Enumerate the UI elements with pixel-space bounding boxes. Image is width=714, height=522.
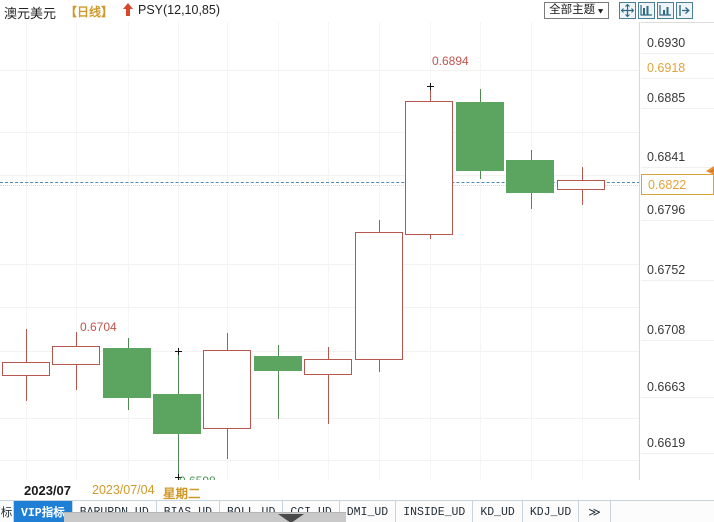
chart-toolbar: [619, 2, 693, 19]
grid-line-horizontal: [0, 460, 639, 461]
tab-more-button[interactable]: ≫: [579, 501, 611, 522]
candle-wick: [278, 345, 279, 419]
tab-dmi-ud[interactable]: DMI_UD: [339, 501, 397, 522]
price-marker-arrow-icon: [697, 164, 714, 176]
symbol-name: 澳元美元: [4, 6, 57, 21]
price-axis-divider: [641, 167, 714, 168]
current-price-reference-line: [0, 182, 639, 183]
local-high-price-label: 0.6704: [80, 320, 117, 334]
price-axis-label: 0.6663: [647, 380, 686, 394]
tab-kdj-ud[interactable]: KDJ_UD: [522, 501, 580, 522]
low-price-marker-icon: [175, 470, 182, 480]
indicator-label: PSY(12,10,85): [138, 3, 220, 17]
horizontal-scrollbar[interactable]: [64, 512, 346, 522]
price-axis-label: 0.6885: [647, 91, 686, 105]
grid-line-vertical: [227, 22, 228, 480]
crosshair-icon[interactable]: [619, 2, 636, 19]
grid-line-horizontal: [0, 418, 639, 419]
grid-line-vertical: [480, 22, 481, 480]
price-axis-label: 0.6930: [647, 36, 686, 50]
high-price-marker-icon: [427, 79, 434, 90]
theme-select-value: 全部主题: [549, 4, 596, 17]
grid-line-vertical: [328, 22, 329, 480]
theme-select[interactable]: 全部主题 ▼: [544, 2, 609, 19]
reference-line-shadow: [0, 185, 639, 186]
price-axis-divider: [641, 108, 714, 109]
candle-body[interactable]: [153, 394, 201, 434]
candle-body[interactable]: [456, 102, 504, 171]
candlestick-plot[interactable]: 0.6894 0.6704 0.6598: [0, 22, 640, 480]
price-axis-label: 0.6918: [647, 61, 686, 75]
grid-line-vertical: [76, 22, 77, 480]
grid-line-vertical: [582, 22, 583, 480]
tab-partial-left[interactable]: 标: [0, 501, 14, 522]
grid-line-horizontal: [0, 351, 639, 352]
tab-inside-ud[interactable]: INSIDE_UD: [396, 501, 474, 522]
price-axis-label: 0.6841: [647, 150, 686, 164]
price-axis-divider: [641, 397, 714, 398]
candle-body[interactable]: [2, 362, 50, 376]
grid-line-horizontal: [0, 132, 639, 133]
tab-bar-filler: [610, 501, 714, 522]
low-price-label: 0.6598: [179, 474, 216, 480]
local-high-marker-icon: [175, 344, 182, 355]
chart-right-align-icon[interactable]: [657, 2, 674, 19]
price-axis-divider: [641, 53, 714, 54]
candle-wick: [328, 347, 329, 424]
candle-body[interactable]: [506, 160, 554, 193]
price-axis-label: 0.6619: [647, 436, 686, 450]
scrollbar-thumb[interactable]: [278, 514, 304, 522]
candle-body[interactable]: [52, 346, 100, 365]
axis-month-label: 2023/07: [24, 483, 71, 498]
grid-line-vertical: [128, 22, 129, 480]
grid-line-vertical: [178, 22, 179, 480]
chart-left-align-icon[interactable]: [638, 2, 655, 19]
current-price-box[interactable]: 0.6822: [641, 174, 714, 195]
high-price-label: 0.6894: [432, 54, 469, 68]
chevron-down-icon: ▼: [596, 6, 605, 15]
candle-body[interactable]: [203, 350, 251, 429]
tab-kd-ud[interactable]: KD_UD: [473, 501, 523, 522]
grid-line-vertical: [26, 22, 27, 480]
grid-line-vertical: [278, 22, 279, 480]
selected-weekday-label: 星期二: [163, 487, 201, 501]
selected-date-label: 2023/07/04: [92, 483, 155, 497]
grid-line-horizontal: [0, 70, 639, 71]
price-axis-divider: [641, 280, 714, 281]
price-axis-divider: [641, 453, 714, 454]
grid-line-vertical: [531, 22, 532, 480]
up-arrow-icon: [121, 2, 135, 17]
candle-body[interactable]: [254, 356, 302, 371]
grid-line-horizontal: [0, 175, 639, 176]
period-label: 【日线】: [65, 5, 114, 19]
grid-line-horizontal: [0, 264, 639, 265]
grid-line-vertical: [430, 22, 431, 480]
date-axis: 2023/07 2023/07/04 星期二: [0, 480, 714, 501]
price-axis-divider: [641, 340, 714, 341]
axis-top-divider: [641, 22, 714, 23]
candle-body[interactable]: [405, 101, 453, 235]
candle-body[interactable]: [103, 348, 151, 398]
price-axis[interactable]: 0.6930 0.6918 0.6885 0.6841 0.6796 0.6752 0.67…: [641, 22, 714, 480]
tab-vip[interactable]: VIP指标: [14, 501, 73, 522]
price-axis-label: 0.6708: [647, 323, 686, 337]
candle-body[interactable]: [557, 180, 605, 190]
candle-body[interactable]: [355, 232, 403, 360]
price-axis-label: 0.6796: [647, 203, 686, 217]
price-axis-divider: [641, 220, 714, 221]
chart-header: 澳元美元 【日线】 PSY(12,10,85) 全部主题 ▼: [0, 0, 714, 22]
price-axis-label: 0.6752: [647, 263, 686, 277]
chart-expand-right-icon[interactable]: [676, 2, 693, 19]
grid-line-horizontal: [0, 307, 639, 308]
candle-body[interactable]: [304, 359, 352, 375]
price-axis-divider: [641, 78, 714, 79]
